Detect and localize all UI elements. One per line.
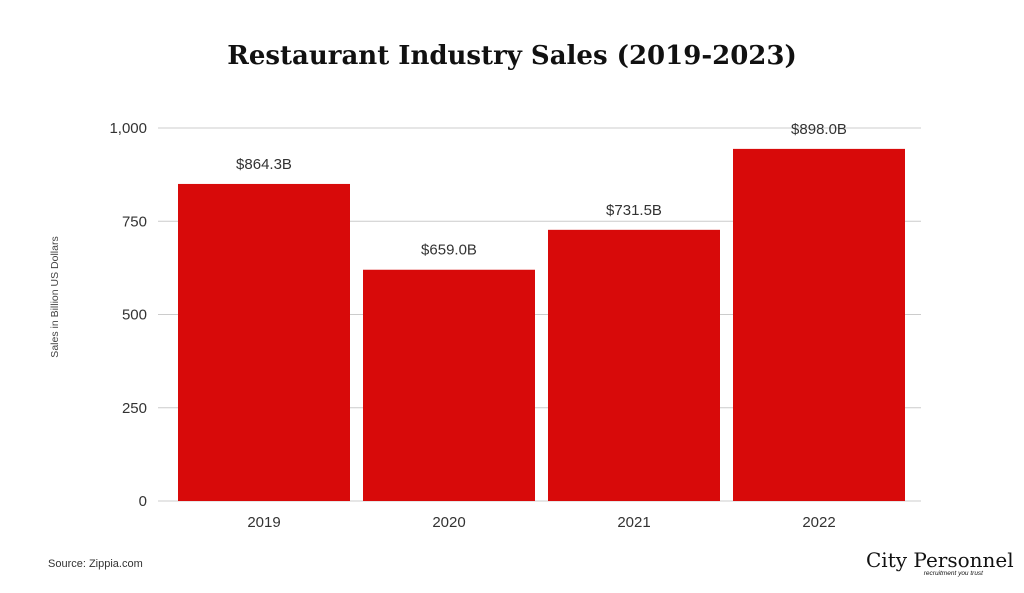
city-personnel-logo: City Personnel recruitment you trust [866,548,1014,577]
data-label: $898.0B [791,121,847,138]
y-axis-label: Sales in Billion US Dollars [49,236,61,357]
source-note: Source: Zippia.com [48,558,143,570]
chart-title: Restaurant Industry Sales (2019-2023) [227,41,797,71]
y-tick-label: 0 [139,493,147,510]
x-tick-labels: 2019 2020 2021 2022 [247,514,835,531]
x-tick-label: 2021 [617,514,650,531]
data-label: $864.3B [236,156,292,173]
y-tick-labels: 0 250 500 750 1,000 [109,120,147,510]
x-tick-label: 2020 [432,514,465,531]
data-label: $731.5B [606,202,662,219]
y-tick-label: 750 [122,213,147,230]
x-tick-label: 2019 [247,514,280,531]
bar-2019 [178,183,350,501]
logo-wordmark: City Personnel [866,548,1014,572]
y-tick-label: 250 [122,400,147,417]
bars [178,148,905,502]
data-label: $659.0B [421,242,477,259]
bar-2022 [733,148,905,501]
bar-2020 [363,269,535,501]
y-tick-label: 1,000 [109,120,147,137]
data-labels: $864.3B $659.0B $731.5B $898.0B [236,121,847,259]
bar-2021 [548,229,720,502]
logo-tagline: recruitment you trust [924,570,984,577]
y-tick-label: 500 [122,307,147,324]
x-tick-label: 2022 [802,514,835,531]
